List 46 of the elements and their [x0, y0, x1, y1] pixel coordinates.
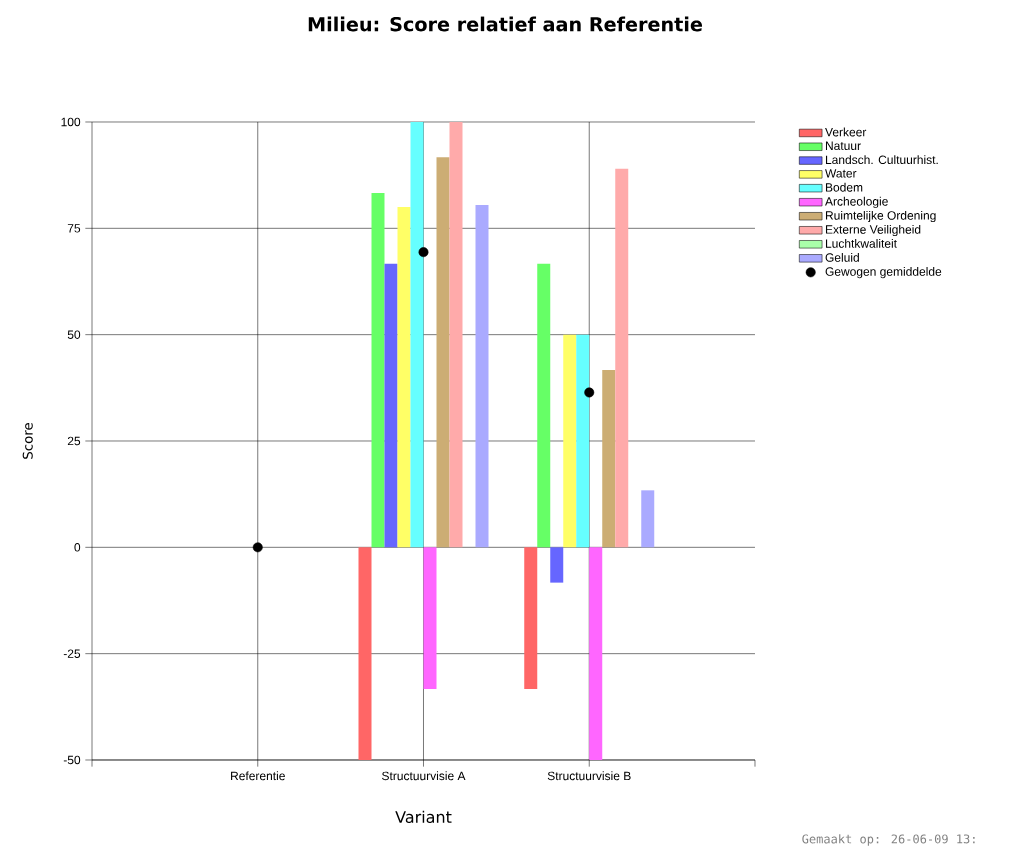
point — [584, 387, 595, 398]
y-tick-label: -50 — [63, 755, 81, 765]
y-tick-label: -25 — [63, 649, 81, 658]
chart-title: Milieu: Score relatief aan Referentie — [308, 16, 703, 32]
bar — [537, 263, 551, 548]
legend-label: Bodem — [825, 182, 863, 192]
bar — [397, 207, 411, 548]
legend-label: Landsch. Cultuurhist. — [825, 155, 938, 165]
bar — [602, 369, 616, 548]
y-tick-label: 75 — [67, 224, 81, 233]
legend-label: Luchtkwaliteit — [825, 238, 897, 248]
bar — [563, 334, 577, 548]
bar — [589, 547, 603, 760]
bar — [576, 334, 590, 548]
bar — [436, 157, 450, 548]
bar — [550, 547, 564, 583]
x-axis-title: Variant — [395, 810, 452, 824]
legend-label: Externe Veiligheid — [825, 224, 921, 237]
bar — [524, 547, 538, 689]
bar — [475, 204, 489, 548]
bar — [358, 547, 372, 760]
legend-label: Natuur — [825, 141, 861, 151]
legend-label: Gewogen gemiddelde — [825, 267, 942, 279]
y-tick-label: 25 — [67, 436, 81, 446]
legend-label: Geluid — [825, 252, 859, 262]
y-axis-title: Score — [22, 423, 33, 459]
text: Gemaakt op: 26-06-09 13: — [802, 834, 975, 846]
legend-label: Verkeer — [825, 127, 867, 137]
bar — [371, 193, 385, 548]
legend-label: Ruimtelijke Ordening — [825, 210, 936, 223]
bar — [615, 168, 629, 548]
bar — [410, 121, 424, 548]
bar — [423, 547, 437, 689]
x-tick-label: Structuurvisie B — [547, 771, 631, 781]
bar — [384, 263, 398, 548]
y-tick-label: 0 — [74, 543, 81, 552]
x-tick-label: Structuurvisie A — [382, 771, 466, 781]
legend-label: Water — [825, 169, 857, 178]
point — [418, 247, 429, 258]
y-tick-label: 100 — [61, 117, 81, 127]
x-tick-label: Referentie — [231, 771, 285, 781]
y-tick-label: 50 — [67, 330, 81, 339]
legend-label: Archeologie — [825, 196, 888, 209]
bar — [641, 490, 655, 548]
point — [252, 542, 263, 553]
bar — [449, 121, 463, 548]
